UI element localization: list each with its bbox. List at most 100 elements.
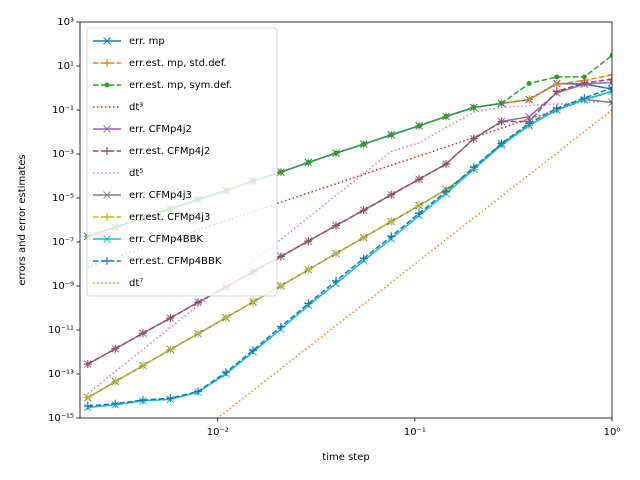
marker — [361, 141, 367, 147]
marker — [469, 134, 478, 143]
marker — [471, 104, 477, 110]
legend-label: err.est. CFMp4BBK — [129, 256, 222, 267]
series-line — [216, 109, 612, 418]
marker — [498, 100, 504, 106]
marker — [526, 81, 532, 87]
marker — [83, 360, 92, 369]
marker — [103, 235, 111, 243]
marker — [497, 139, 506, 148]
marker — [554, 74, 560, 80]
y-tick-label: 10³ — [57, 17, 74, 28]
axes: 10⁻² 10⁻¹ 10⁰ 10⁻¹⁵ 10⁻¹³ 10⁻¹¹ 10⁻⁹ 10⁻⁷ 10⁻⁵ 10… — [48, 17, 620, 438]
marker — [608, 75, 612, 84]
marker — [608, 98, 612, 107]
marker — [138, 329, 147, 338]
marker — [304, 299, 313, 308]
legend-label: err.est. mp, std.def. — [129, 58, 227, 69]
axes-frame — [79, 21, 613, 419]
marker — [552, 104, 561, 113]
marker — [332, 276, 341, 285]
marker — [276, 282, 285, 290]
marker — [103, 191, 111, 199]
marker — [552, 80, 561, 89]
marker — [138, 396, 147, 405]
marker — [166, 314, 175, 323]
marker — [221, 313, 230, 322]
x-axis-label: time step — [322, 452, 369, 463]
marker — [359, 206, 368, 215]
y-tick-label: 10¹ — [57, 61, 74, 72]
series-line — [87, 90, 612, 409]
marker — [138, 361, 147, 370]
marker — [442, 187, 451, 196]
marker — [581, 74, 587, 80]
marker — [103, 125, 111, 133]
marker — [580, 78, 589, 87]
marker — [333, 150, 339, 156]
marker — [415, 209, 424, 218]
series-line — [87, 87, 612, 407]
marker — [103, 59, 111, 67]
marker — [305, 160, 311, 166]
marker — [442, 160, 451, 169]
marker — [580, 94, 589, 103]
legend-label: err.est. CFMp4j3 — [129, 212, 210, 223]
marker — [249, 297, 258, 306]
legend-label: dt⁷ — [129, 278, 143, 289]
marker — [83, 402, 92, 411]
marker — [497, 117, 506, 126]
marker — [278, 169, 284, 175]
marker — [552, 87, 561, 96]
marker — [103, 213, 111, 221]
marker — [387, 217, 396, 226]
marker — [359, 254, 368, 263]
marker — [276, 252, 285, 261]
legend-label: err.est. mp, sym.def. — [129, 80, 232, 91]
marker — [194, 387, 203, 396]
series-line — [87, 90, 612, 268]
legend-box — [86, 27, 278, 297]
marker — [304, 265, 313, 274]
marker — [103, 257, 111, 265]
marker — [111, 377, 120, 386]
legend-label: dt³ — [129, 102, 143, 113]
marker — [525, 119, 534, 128]
marker — [194, 329, 203, 338]
marker — [387, 190, 396, 199]
marker — [332, 221, 341, 230]
y-tick-label: 10⁻¹¹ — [48, 325, 74, 336]
legend: err. mp err.est. mp, std.def. err.est. mp,… — [86, 27, 278, 297]
legend-label: err. mp — [129, 36, 165, 47]
x-tick-label: 10⁻² — [207, 427, 229, 438]
y-tick-label: 10⁻¹ — [52, 105, 74, 116]
marker — [111, 344, 120, 353]
marker — [249, 346, 258, 355]
marker — [166, 345, 175, 354]
marker — [276, 322, 285, 331]
marker — [359, 233, 368, 242]
marker — [83, 393, 92, 402]
legend-label: err. CFMp4j3 — [129, 190, 192, 201]
marker — [111, 399, 120, 408]
x-tick-label: 10⁰ — [604, 427, 621, 438]
marker — [166, 394, 175, 403]
marker — [525, 112, 534, 121]
marker — [304, 237, 313, 246]
marker — [415, 175, 424, 184]
marker — [416, 123, 422, 129]
marker — [388, 132, 394, 138]
legend-label: err. CFMp4BBK — [129, 234, 203, 245]
marker — [332, 249, 341, 258]
series-line — [87, 78, 612, 365]
marker — [103, 147, 111, 155]
y-tick-label: 10⁻¹⁵ — [48, 413, 74, 424]
x-tick-label: 10⁻¹ — [404, 427, 426, 438]
marker — [103, 37, 111, 45]
y-tick-label: 10⁻¹³ — [48, 369, 74, 380]
y-tick-label: 10⁻⁹ — [52, 281, 74, 292]
y-tick-label: 10⁻⁵ — [52, 193, 74, 204]
marker — [608, 84, 612, 92]
y-axis-label: errors and error estimates — [17, 154, 28, 285]
legend-label: err.est. CFMp4j2 — [129, 146, 210, 157]
